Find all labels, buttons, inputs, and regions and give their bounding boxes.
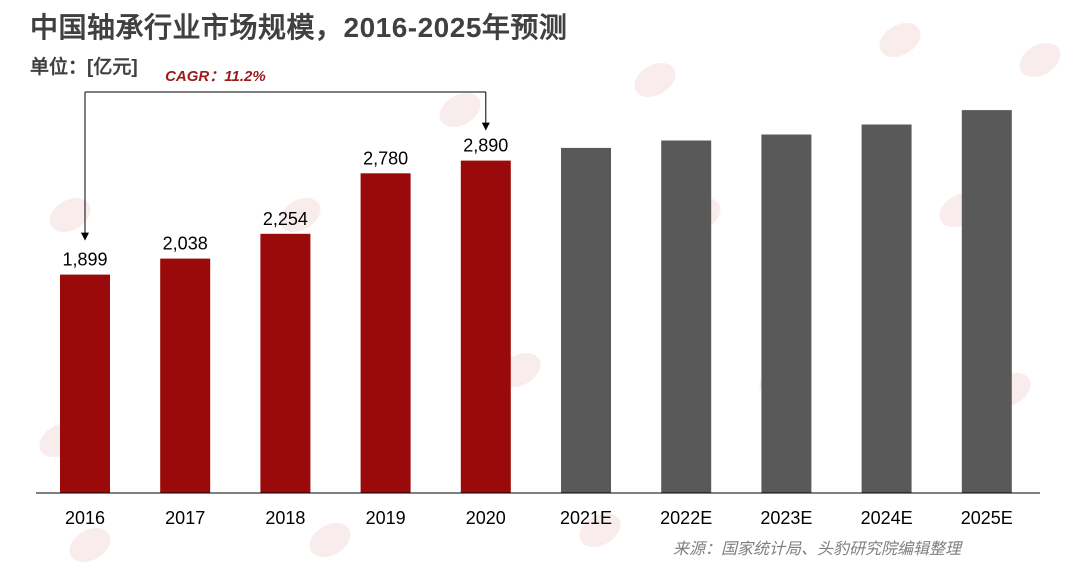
bar-2018 — [260, 233, 311, 494]
bar-2016 — [60, 274, 110, 493]
cagr-annotation: CAGR：11.2% — [81, 68, 490, 241]
bar-2019 — [360, 173, 411, 494]
x-tick-2017: 2017 — [165, 508, 205, 528]
x-tick-2016: 2016 — [65, 508, 105, 528]
value-label-2020: 2,890 — [463, 136, 508, 156]
bar-2022E — [661, 140, 712, 493]
source-note: 来源：国家统计局、头豹研究院编辑整理 — [673, 541, 962, 558]
unit-label: 单位：[亿元] — [30, 57, 138, 78]
watermark-mark — [1019, 42, 1061, 78]
watermark-mark — [634, 62, 676, 98]
page-title: 中国轴承行业市场规模，2016-2025年预测 — [30, 12, 568, 43]
x-tick-2025E: 2025E — [961, 508, 1013, 528]
x-tick-2020: 2020 — [466, 508, 506, 528]
x-tick-2022E: 2022E — [660, 508, 712, 528]
value-label-2017: 2,038 — [163, 234, 208, 254]
watermark-mark — [439, 92, 481, 128]
value-labels-group: 1,899 2,038 2,254 2,780 2,890 — [62, 136, 508, 270]
x-tick-2018: 2018 — [265, 508, 305, 528]
bar-2025E — [961, 110, 1012, 493]
x-tick-2024E: 2024E — [861, 508, 913, 528]
cagr-label: CAGR：11.2% — [165, 68, 266, 85]
x-tick-2023E: 2023E — [760, 508, 812, 528]
watermark-mark — [69, 527, 111, 562]
bar-2021E — [561, 147, 611, 493]
bar-2020 — [460, 160, 511, 493]
value-label-2016: 1,899 — [62, 250, 107, 270]
x-tick-labels-group: 2016 2017 2018 2019 2020 2021E 2022E 2023E 2024E… — [65, 508, 1013, 528]
bar-2024E — [861, 124, 912, 493]
watermark-mark — [309, 522, 351, 558]
watermark-mark — [579, 512, 621, 548]
watermark-mark — [49, 197, 91, 233]
bars-group — [60, 110, 1012, 494]
x-tick-2019: 2019 — [366, 508, 406, 528]
value-label-2019: 2,780 — [363, 148, 408, 168]
watermark-mark — [879, 22, 921, 58]
value-label-2018: 2,254 — [263, 209, 308, 229]
bar-2017 — [160, 258, 211, 493]
bar-2023E — [761, 134, 812, 493]
watermark-mark — [279, 197, 321, 233]
x-tick-2021E: 2021E — [560, 508, 612, 528]
